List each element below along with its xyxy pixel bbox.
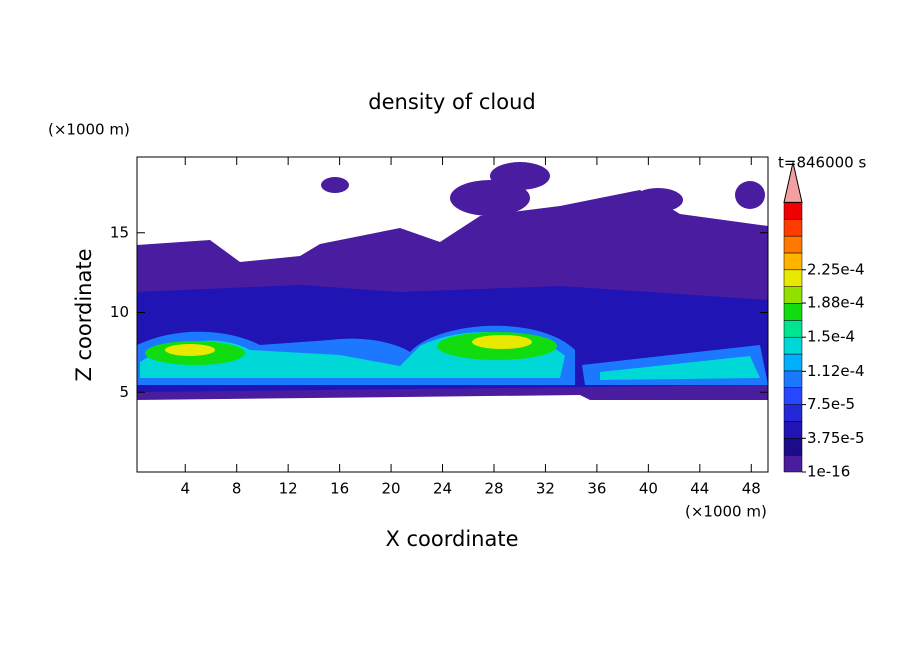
- field-level-6: [472, 335, 532, 349]
- chart-title: density of cloud: [368, 90, 535, 114]
- field-blob: [490, 162, 550, 190]
- colorbar-box: [783, 235, 803, 254]
- field-level-4: [140, 332, 760, 380]
- colorbar-box: [783, 320, 803, 338]
- x-tick-label: 4: [180, 480, 190, 498]
- field-blob: [633, 188, 683, 212]
- x-unit: (×1000 m): [685, 503, 767, 521]
- field-level-6: [165, 344, 215, 356]
- x-axis-label: X coordinate: [385, 527, 518, 551]
- colorbar-box: [783, 202, 803, 220]
- colorbar-label: 1.5e-4: [807, 328, 855, 346]
- y-tick-label: 5: [119, 383, 129, 401]
- colorbar-box: [783, 269, 803, 287]
- colorbar-box: [783, 404, 803, 422]
- y-axis-label: Z coordinate: [72, 248, 96, 381]
- colorbar-box: [783, 353, 803, 372]
- colorbar-label: 1.12e-4: [807, 362, 865, 380]
- x-tick-label: 40: [639, 480, 658, 498]
- x-tick-label: 48: [742, 480, 761, 498]
- y-tick-label: 15: [110, 223, 129, 241]
- x-tick-label: 24: [433, 480, 452, 498]
- colorbar-box: [783, 438, 803, 456]
- x-tick-label: 20: [382, 480, 401, 498]
- colorbar-label: 7.5e-5: [807, 395, 855, 413]
- colorbar-extend: [783, 162, 803, 203]
- colorbar-box: [783, 336, 803, 355]
- contour-field: [137, 162, 768, 400]
- field-blob: [321, 177, 349, 193]
- y-tick-label: 10: [110, 303, 129, 321]
- x-tick-label: 44: [690, 480, 709, 498]
- colorbar-label: 2.25e-4: [807, 260, 865, 278]
- plot-frame: [136, 156, 769, 473]
- colorbar-box: [783, 370, 803, 388]
- colorbar-label: 1e-16: [807, 463, 850, 481]
- colorbar-box: [783, 454, 803, 473]
- colorbar-label: 1.88e-4: [807, 294, 865, 312]
- x-tick-label: 16: [330, 480, 349, 498]
- x-tick-label: 12: [279, 480, 298, 498]
- x-tick-label: 28: [484, 480, 503, 498]
- field-blob: [735, 181, 765, 209]
- colorbar-box: [783, 421, 803, 439]
- colorbar-box: [783, 286, 803, 304]
- colorbar-box: [783, 252, 803, 271]
- x-tick-label: 8: [232, 480, 242, 498]
- x-tick-label: 36: [587, 480, 606, 498]
- colorbar-box: [783, 219, 803, 237]
- colorbar-box: [783, 387, 803, 405]
- y-unit: (×1000 m): [48, 121, 130, 139]
- x-tick-label: 32: [536, 480, 555, 498]
- time-annotation: t=846000 s: [778, 154, 866, 172]
- colorbar-box: [783, 303, 803, 321]
- colorbar-label: 3.75e-5: [807, 429, 865, 447]
